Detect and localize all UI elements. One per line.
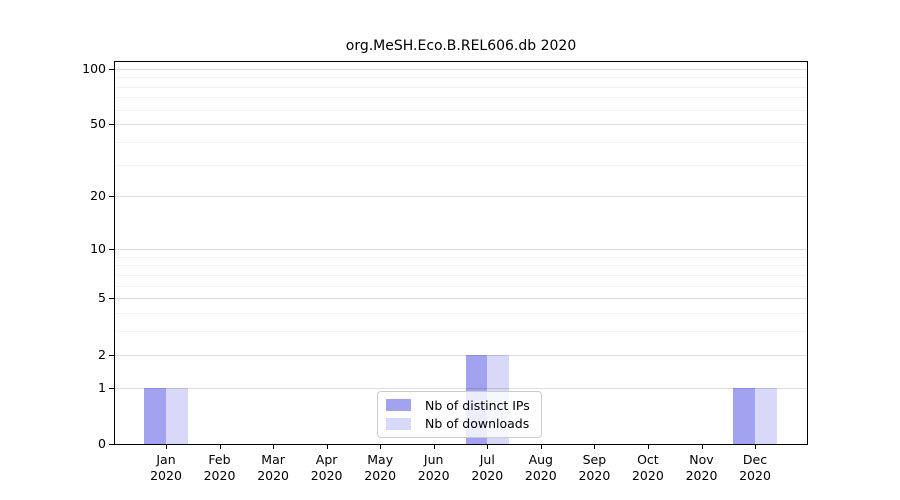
y-tick-label-100: 100	[82, 60, 106, 76]
legend-label: Nb of distinct IPs	[425, 397, 530, 413]
x-tick-mark	[433, 445, 435, 449]
axis-spine-right	[807, 61, 808, 445]
gridline-minor	[115, 331, 807, 333]
legend-swatch-downloads-icon	[386, 417, 411, 430]
gridline-major	[115, 298, 807, 300]
gridline-minor	[115, 164, 807, 166]
y-tick-mark	[109, 387, 114, 389]
legend-item: Nb of downloads	[386, 416, 533, 431]
y-tick-label-50: 50	[90, 116, 106, 132]
gridline-minor	[115, 265, 807, 267]
bar-nb-of-downloads-jan	[166, 387, 188, 444]
legend-item: Nb of distinct IPs	[386, 398, 533, 413]
gridline-major	[115, 354, 807, 356]
bar-nb-of-downloads-dec	[755, 387, 777, 444]
axis-spine-left	[114, 61, 115, 445]
x-tick-mark	[647, 445, 649, 449]
x-tick-mark	[540, 445, 542, 449]
x-tick-mark	[219, 445, 221, 449]
y-tick-mark	[109, 249, 114, 250]
chart-title: org.MeSH.Eco.B.REL606.db 2020	[345, 38, 577, 54]
x-tick-mark	[273, 445, 275, 449]
x-tick-label-oct: Oct 2020	[631, 452, 664, 483]
y-tick-mark	[109, 68, 114, 70]
bar-nb-of-distinct-ips-jan	[144, 387, 166, 444]
x-tick-mark	[380, 445, 382, 449]
gridline-minor	[115, 256, 807, 258]
gridline-minor	[115, 274, 807, 276]
legend-swatch-distinct-ips-icon	[386, 399, 411, 412]
x-tick-label-feb: Feb 2020	[203, 452, 236, 483]
gridline-minor	[115, 142, 807, 143]
bar-nb-of-distinct-ips-dec	[733, 387, 755, 444]
gridline-major	[115, 124, 807, 126]
y-tick-label-2: 2	[98, 346, 106, 362]
x-tick-label-jan: Jan 2020	[150, 452, 182, 483]
gridline-major	[115, 387, 807, 389]
axis-spine-bottom	[114, 444, 808, 445]
gridline-minor	[115, 285, 807, 287]
y-tick-mark	[109, 196, 114, 198]
y-tick-label-1: 1	[98, 379, 106, 395]
x-tick-label-nov: Nov 2020	[685, 452, 718, 483]
x-tick-label-dec: Dec 2020	[739, 452, 771, 483]
x-tick-label-jun: Jun 2020	[417, 452, 450, 483]
x-tick-label-mar: Mar 2020	[257, 452, 289, 483]
y-tick-label-5: 5	[98, 290, 106, 306]
y-tick-label-0: 0	[98, 436, 106, 451]
x-tick-mark	[594, 445, 596, 449]
x-tick-mark	[326, 445, 328, 449]
gridline-minor	[115, 86, 807, 88]
gridline-major	[115, 68, 807, 70]
legend-label: Nb of downloads	[425, 416, 530, 432]
y-tick-label-10: 10	[90, 241, 106, 256]
x-tick-mark	[487, 445, 489, 449]
x-tick-label-aug: Aug 2020	[524, 452, 557, 483]
x-tick-mark	[755, 445, 756, 449]
x-tick-mark	[166, 445, 167, 449]
gridline-major	[115, 196, 807, 198]
y-tick-label-20: 20	[90, 188, 106, 204]
legend: Nb of distinct IPs Nb of downloads	[377, 391, 542, 438]
y-tick-mark	[109, 354, 114, 356]
y-tick-mark	[109, 124, 114, 126]
x-tick-label-may: May 2020	[364, 452, 397, 483]
x-tick-label-jul: Jul 2020	[471, 452, 504, 483]
x-tick-label-apr: Apr 2020	[310, 452, 343, 483]
gridline-minor	[115, 313, 807, 315]
x-tick-label-sep: Sep 2020	[578, 452, 611, 483]
gridline-minor	[115, 109, 807, 111]
gridline-major	[115, 249, 807, 250]
gridline-minor	[115, 97, 807, 99]
y-tick-mark	[109, 444, 114, 445]
axis-spine-top	[114, 61, 808, 62]
x-tick-mark	[701, 445, 703, 449]
gridline-minor	[115, 77, 807, 79]
y-tick-mark	[109, 298, 114, 300]
